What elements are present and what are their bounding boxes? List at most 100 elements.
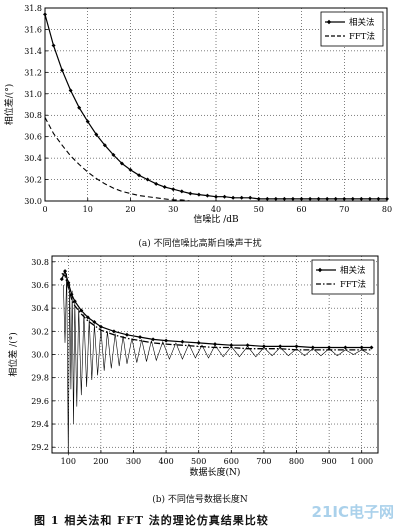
data-point — [299, 196, 304, 201]
data-point — [327, 345, 332, 350]
data-point — [222, 194, 227, 199]
x-axis-label: 数据长度(N) — [190, 466, 241, 478]
data-point — [77, 105, 82, 110]
x-tick-label: 300 — [126, 457, 141, 466]
x-tick-label: 0 — [42, 205, 47, 214]
y-tick-label: 30.0 — [31, 351, 49, 360]
y-tick-label: 29.2 — [31, 443, 49, 452]
data-point — [111, 152, 116, 157]
y-tick-label: 31.4 — [24, 47, 42, 56]
y-tick-label: 30.0 — [24, 197, 42, 206]
x-tick-label: 200 — [93, 457, 108, 466]
y-tick-label: 30.6 — [24, 133, 42, 142]
data-point — [213, 342, 217, 347]
series-line-FFT法 — [44, 117, 387, 202]
legend-label: FFT法 — [340, 279, 366, 290]
data-point — [376, 196, 381, 201]
y-tick-label: 30.4 — [24, 154, 42, 163]
data-point — [145, 177, 150, 182]
y-tick-label: 29.8 — [31, 374, 49, 383]
data-point — [102, 143, 107, 148]
y-tick-label: 30.8 — [31, 258, 49, 267]
x-tick-label: 900 — [321, 457, 336, 466]
data-point — [214, 194, 218, 199]
data-point — [282, 196, 287, 201]
data-point — [350, 196, 355, 201]
caption-a: (a) 不同信噪比高斯白噪声干扰 — [138, 239, 262, 249]
series-line-FFT法 — [61, 272, 372, 351]
data-point — [98, 324, 103, 329]
data-point — [333, 196, 338, 201]
data-point — [68, 88, 73, 93]
x-tick-label: 30 — [168, 205, 178, 214]
data-point — [162, 185, 167, 190]
data-point — [85, 119, 90, 124]
data-point — [273, 196, 278, 201]
data-point — [128, 167, 133, 172]
data-point — [151, 337, 156, 342]
data-point — [196, 340, 201, 345]
data-point — [94, 132, 99, 137]
data-point — [196, 192, 201, 197]
data-point — [137, 173, 142, 178]
legend-label: 相关法 — [340, 265, 366, 276]
x-tick-label: 600 — [224, 457, 239, 466]
y-axis-label: 相位差 /(°) — [7, 332, 19, 376]
y-tick-label: 31.0 — [24, 90, 42, 99]
y-axis-label: 相位差/(°) — [3, 84, 15, 126]
data-point — [59, 277, 64, 282]
data-point — [385, 196, 389, 201]
x-tick-label: 60 — [296, 205, 306, 214]
data-point — [359, 196, 364, 201]
data-point — [229, 343, 234, 348]
data-point — [294, 344, 299, 349]
data-point — [180, 339, 185, 344]
data-point — [79, 308, 84, 313]
data-point — [239, 195, 244, 200]
x-tick-label: 50 — [254, 205, 264, 214]
y-tick-label: 31.8 — [24, 4, 42, 13]
x-axis-label: 信噪比 /dB — [193, 213, 239, 225]
data-point — [92, 320, 97, 325]
legend-marker — [326, 19, 332, 25]
legend-box — [320, 11, 384, 47]
figure-caption: 图 1 相关法和 FFT 法的理论仿真结果比较 — [34, 514, 269, 527]
x-tick-label: 800 — [289, 457, 304, 466]
legend-marker — [317, 267, 323, 273]
series-line-oscillation — [63, 273, 370, 456]
data-point — [154, 181, 159, 186]
data-point — [179, 189, 184, 194]
y-tick-label: 29.4 — [31, 420, 49, 429]
data-point — [325, 196, 330, 201]
legend-label: 相关法 — [349, 17, 375, 28]
data-point — [342, 196, 347, 201]
data-point — [138, 335, 143, 340]
x-tick-label: 500 — [191, 457, 206, 466]
data-point — [119, 161, 124, 166]
caption-b: (b) 不同信号数据长度N — [152, 495, 248, 505]
legend-label: FFT法 — [349, 31, 375, 42]
data-point — [231, 195, 236, 200]
data-point — [51, 43, 56, 48]
y-tick-label: 31.6 — [24, 25, 42, 34]
data-point — [111, 329, 116, 334]
data-point — [60, 68, 65, 73]
data-point — [188, 191, 193, 196]
data-point — [85, 315, 90, 320]
data-point — [367, 196, 372, 201]
x-tick-label: 1 000 — [350, 457, 373, 466]
data-point — [245, 343, 250, 348]
data-point — [310, 345, 315, 350]
y-tick-label: 29.6 — [31, 397, 49, 406]
x-tick-label: 700 — [256, 457, 271, 466]
data-point — [265, 196, 270, 201]
x-tick-label: 70 — [339, 205, 349, 214]
data-point — [343, 345, 348, 350]
data-point — [290, 196, 295, 201]
y-tick-label: 30.6 — [31, 281, 49, 290]
legend-box — [311, 259, 375, 295]
x-tick-label: 20 — [125, 205, 135, 214]
data-point — [171, 187, 176, 192]
data-point — [164, 338, 169, 343]
